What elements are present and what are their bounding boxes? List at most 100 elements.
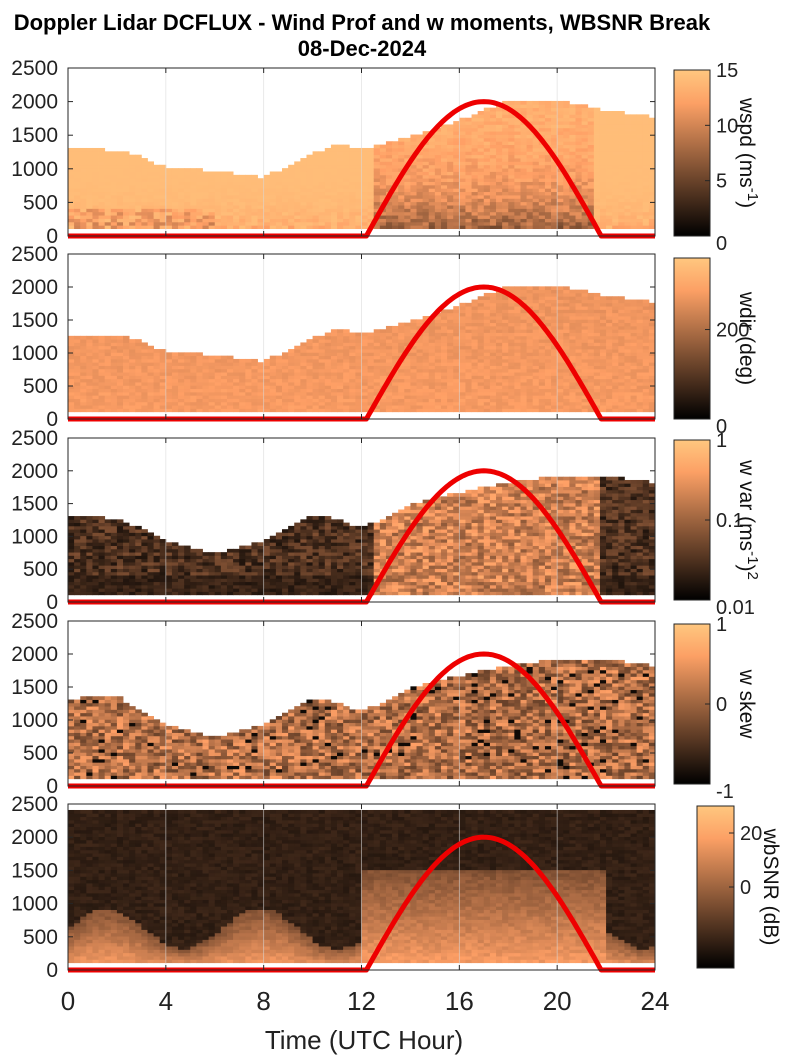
heatmap-cell [404,332,411,337]
heatmap-cell [465,117,472,122]
heatmap-cell [110,408,118,413]
heatmap-cell [557,362,564,366]
heatmap-cell [422,335,430,340]
heatmap-cell [190,168,197,172]
heatmap-cell [642,137,650,142]
heatmap-cell [465,134,472,139]
heatmap-cell [612,168,619,172]
heatmap-cell [80,395,87,399]
heatmap-cell [477,191,485,196]
heatmap-cell [612,181,619,186]
heatmap-cell [532,325,540,330]
heatmap-cell [642,218,650,223]
heatmap-cell [355,349,362,353]
heatmap-cell [398,352,405,357]
heatmap-cell [496,188,503,193]
heatmap-cell [544,174,552,179]
heatmap-cell [398,218,405,223]
heatmap-cell [318,218,326,223]
heatmap-cell [459,171,466,176]
heatmap-cell [538,221,546,226]
heatmap-cell [171,388,179,393]
heatmap-cell [110,362,118,366]
heatmap-cell [104,401,112,406]
heatmap-cell [606,211,613,216]
heatmap-cell [538,365,546,370]
heatmap-cell [496,137,503,142]
heatmap-cell [489,198,497,203]
heatmap-cell [233,395,240,399]
heatmap-cell [508,368,515,373]
heatmap-cell [526,352,534,357]
heatmap-cell [257,218,265,223]
heatmap-cell [642,174,650,179]
heatmap-cell [508,405,515,409]
heatmap-cell [110,168,118,172]
heatmap-cell [129,339,136,343]
heatmap-cell [373,195,381,199]
heatmap-cell [123,375,130,380]
heatmap-cell [153,378,161,383]
heatmap-cell [569,319,576,324]
heatmap-cell [80,184,87,189]
heatmap-cell [514,345,521,350]
heatmap-cell [373,164,381,169]
heatmap-cell [349,352,356,357]
heatmap-cell [165,195,173,199]
heatmap-cell [410,168,417,172]
heatmap-cell [612,368,619,373]
heatmap-cell [208,188,216,193]
heatmap-cell [269,401,277,406]
heatmap-cell [502,405,509,409]
heatmap-cell [569,289,576,294]
heatmap-cell [343,144,350,149]
heatmap-cell [355,178,362,182]
heatmap-cell [606,164,613,169]
heatmap-cell [184,355,191,360]
heatmap-cell [587,161,595,166]
heatmap-cell [477,319,485,324]
heatmap-cell [330,191,338,196]
heatmap-cell [453,195,460,199]
heatmap-cell [184,171,191,176]
heatmap-cell [318,385,326,390]
heatmap-cell [477,198,485,203]
heatmap-cell [459,158,466,162]
heatmap-cell [434,131,442,135]
heatmap-cell [483,319,491,324]
heatmap-cell [514,205,521,209]
heatmap-cell [318,211,326,216]
heatmap-cell [226,378,234,383]
heatmap-cell [447,408,454,413]
heatmap-cell [471,188,479,193]
heatmap-cell [263,382,271,386]
heatmap-cell [587,144,595,149]
heatmap-cell [135,181,142,186]
heatmap-cell [465,388,472,393]
heatmap-cell [477,335,485,340]
heatmap-cell [153,368,161,373]
heatmap-cell [379,171,387,176]
heatmap-cell [447,144,454,149]
heatmap-cell [251,208,258,213]
heatmap-cell [184,195,191,199]
heatmap-cell [502,325,509,330]
heatmap-cell [563,332,570,337]
heatmap-cell [214,178,222,182]
heatmap-cell [129,345,136,350]
heatmap-cell [459,121,466,125]
heatmap-cell [514,151,521,156]
heatmap-cell [141,405,148,409]
heatmap-cell [68,362,75,366]
heatmap-cell [135,382,142,386]
heatmap-cell [428,395,436,399]
heatmap-cell [208,191,216,196]
heatmap-cell [373,158,381,162]
heatmap-cell [379,174,387,179]
heatmap-cell [337,388,344,393]
heatmap-cell [557,174,564,179]
heatmap-cell [496,382,503,386]
heatmap-cell [220,408,228,413]
heatmap-cell [557,104,564,109]
heatmap-cell [86,349,93,353]
